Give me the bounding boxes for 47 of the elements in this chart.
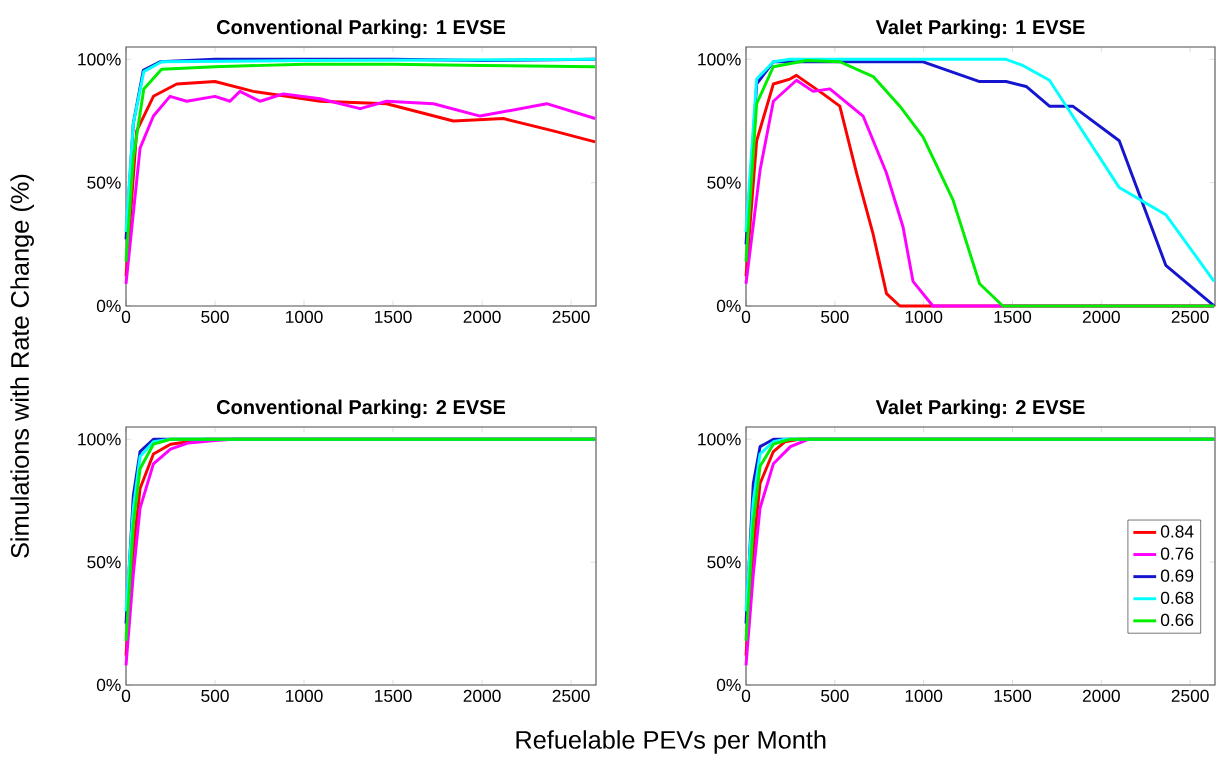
x-tick-label: 2500 bbox=[552, 310, 590, 323]
y-tick-label: 0% bbox=[96, 299, 121, 313]
x-tick-label: 2000 bbox=[1082, 310, 1120, 323]
y-tick-label: 50% bbox=[707, 555, 741, 569]
x-tick-label: 1000 bbox=[286, 310, 323, 323]
chart-title: Valet Parking: 1 EVSE bbox=[875, 19, 1085, 39]
y-tick-label: 100% bbox=[78, 53, 121, 66]
x-tick-label: 0 bbox=[741, 689, 751, 702]
y-tick-label: 0% bbox=[716, 678, 741, 692]
y-tick-label: 50% bbox=[707, 176, 741, 189]
legend-label: 0.84 bbox=[1160, 525, 1194, 538]
x-tick-label: 500 bbox=[821, 310, 849, 323]
x-tick-label: 500 bbox=[821, 689, 849, 702]
x-tick-label: 500 bbox=[201, 310, 229, 323]
x-tick-label: 2500 bbox=[1171, 689, 1209, 702]
x-tick-label: 0 bbox=[741, 310, 751, 323]
x-axis-title: Refuelable PEVs per Month bbox=[516, 730, 826, 754]
x-tick-label: 1000 bbox=[905, 310, 943, 323]
chart-title: Conventional Parking: 1 EVSE bbox=[216, 19, 506, 39]
x-tick-label: 1500 bbox=[994, 689, 1032, 702]
y-axis-title: Simulations with Rate Change (%) bbox=[10, 174, 34, 558]
x-tick-label: 0 bbox=[121, 689, 131, 702]
y-tick-label: 100% bbox=[698, 53, 741, 66]
x-tick-label: 2500 bbox=[1171, 310, 1209, 323]
x-tick-label: 1000 bbox=[286, 689, 323, 702]
x-tick-label: 2000 bbox=[463, 689, 501, 702]
y-tick-label: 0% bbox=[716, 299, 741, 313]
x-tick-label: 1500 bbox=[375, 310, 412, 323]
legend-label: 0.69 bbox=[1160, 569, 1194, 582]
y-tick-label: 100% bbox=[698, 433, 741, 446]
legend-label: 0.68 bbox=[1160, 591, 1194, 604]
y-tick-label: 50% bbox=[87, 555, 121, 569]
chart-title: Valet Parking: 2 EVSE bbox=[875, 399, 1085, 419]
y-tick-label: 100% bbox=[78, 433, 121, 446]
x-tick-label: 1500 bbox=[375, 689, 412, 702]
x-tick-label: 500 bbox=[201, 689, 229, 702]
x-tick-label: 2000 bbox=[1082, 689, 1120, 702]
chart-title: Conventional Parking: 2 EVSE bbox=[216, 399, 506, 419]
x-tick-label: 2000 bbox=[463, 310, 501, 323]
x-tick-label: 0 bbox=[121, 310, 131, 323]
x-tick-label: 1000 bbox=[905, 689, 943, 702]
y-tick-label: 50% bbox=[87, 176, 121, 189]
x-tick-label: 1500 bbox=[994, 310, 1032, 323]
y-tick-label: 0% bbox=[96, 678, 121, 692]
legend-label: 0.76 bbox=[1160, 547, 1194, 560]
legend-label: 0.66 bbox=[1160, 613, 1194, 627]
x-tick-label: 2500 bbox=[552, 689, 590, 702]
